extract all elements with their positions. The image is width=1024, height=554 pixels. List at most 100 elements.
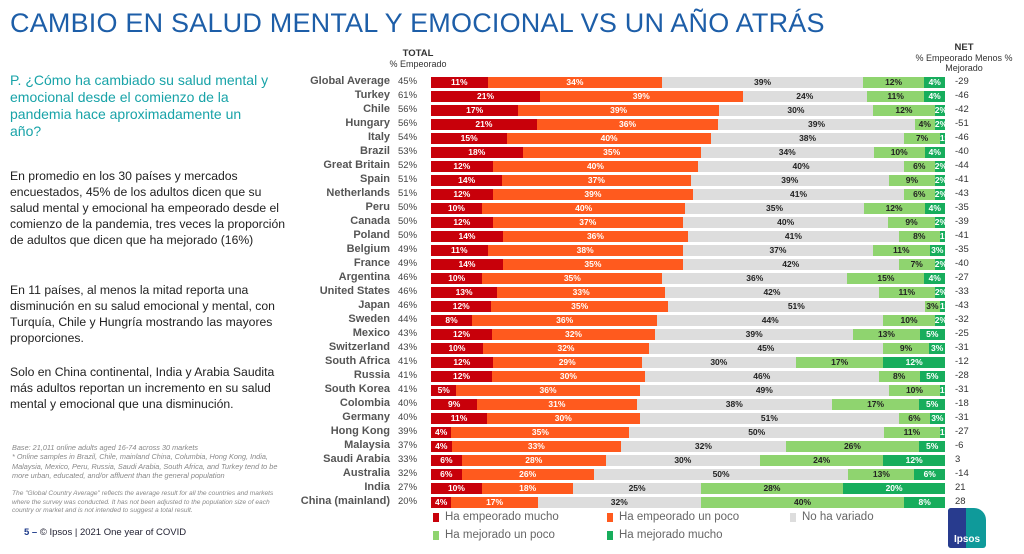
bar-segment-2: 24% [742, 91, 868, 102]
country-label: France [353, 257, 390, 269]
total-value: 20% [398, 496, 418, 507]
bar-segment-1: 28% [461, 455, 606, 466]
bar-segment-3: 12% [862, 77, 925, 88]
bar-segment-0: 11% [431, 77, 488, 88]
country-label: South Africa [325, 355, 390, 367]
bar-segment-3: 3% [924, 301, 940, 312]
bar-segment-0: 6% [431, 469, 462, 480]
bar-segment-1: 32% [492, 329, 655, 340]
bar-segment-3: 13% [848, 469, 915, 480]
bar-segment-4: 2% [934, 161, 945, 172]
total-header-label: TOTAL [402, 48, 434, 59]
bar-segment-3: 10% [883, 315, 935, 326]
bar-segment-0: 9% [431, 399, 478, 410]
bar-segment-2: 30% [718, 105, 874, 116]
bar-segment-1: 17% [451, 497, 538, 508]
country-label: Malaysia [344, 439, 390, 451]
total-header: TOTAL % Empeorado [388, 48, 448, 70]
bar-segment-0: 14% [431, 259, 503, 270]
net-value: -31 [955, 342, 969, 353]
bar-segment-0: 11% [431, 245, 488, 256]
bar-segment-0: 15% [431, 133, 508, 144]
bar-segment-1: 37% [492, 217, 683, 228]
bar-segment-0: 5% [431, 385, 457, 396]
bar-segment-1: 35% [522, 147, 701, 158]
bar-segment-3: 10% [889, 385, 940, 396]
bar-segment-3: 28% [700, 483, 844, 494]
legend-item-4: Ha mejorado mucho [607, 529, 723, 541]
net-value: -42 [955, 104, 969, 115]
bar-segment-2: 30% [641, 357, 796, 368]
bar-segment-1: 40% [492, 161, 699, 172]
bar-segment-4: 2% [934, 259, 945, 270]
legend-item-0: Ha empeorado mucho [433, 511, 559, 523]
total-value: 51% [398, 188, 418, 199]
bar-segment-2: 50% [593, 469, 849, 480]
net-value: -29 [955, 76, 969, 87]
bar-segment-4: 1% [939, 231, 945, 242]
country-label: Global Average [310, 75, 390, 87]
paragraph-3: Solo en China continental, India y Arabi… [10, 365, 275, 411]
bar-segment-3: 24% [759, 455, 884, 466]
bar-segment-3: 40% [700, 497, 905, 508]
total-value: 43% [398, 342, 418, 353]
bar-segment-3: 17% [795, 357, 884, 368]
bar-segment-3: 9% [889, 175, 935, 186]
country-label: Brazil [360, 145, 390, 157]
total-value: 51% [398, 174, 418, 185]
net-value: -44 [955, 160, 969, 171]
net-value: -6 [955, 440, 964, 451]
bar-segment-4: 2% [934, 105, 945, 116]
legend-swatch [433, 530, 439, 540]
total-value: 52% [398, 160, 418, 171]
footnote-online: * Online samples in Brazil, Chile, mainl… [12, 452, 278, 480]
bar-segment-0: 14% [431, 231, 503, 242]
bar-segment-4: 5% [919, 441, 945, 452]
bar-segment-4: 5% [919, 371, 945, 382]
bar-segment-4: 1% [939, 133, 945, 144]
bar-segment-2: 41% [688, 231, 899, 242]
total-value: 44% [398, 314, 418, 325]
bar-segment-3: 7% [904, 133, 940, 144]
country-label: Argentina [338, 271, 390, 283]
total-value: 41% [398, 370, 418, 381]
bar-segment-3: 11% [883, 427, 940, 438]
bar-segment-2: 51% [639, 413, 900, 424]
total-value: 54% [398, 132, 418, 143]
ipsos-logo: Ipsos [948, 508, 986, 548]
bar-segment-0: 12% [431, 357, 493, 368]
bar-segment-2: 42% [665, 287, 879, 298]
bar-segment-0: 11% [431, 413, 487, 424]
total-value: 46% [398, 286, 418, 297]
net-value: -27 [955, 272, 969, 283]
country-label: United States [319, 285, 390, 297]
bar-segment-4: 1% [939, 301, 945, 312]
bar-segment-0: 8% [431, 315, 473, 326]
country-label: Netherlands [326, 187, 390, 199]
net-subheader: % Empeorado Menos % Mejorado [915, 53, 1013, 73]
bar-segment-4: 4% [924, 91, 945, 102]
bar-segment-4: 3% [929, 245, 945, 256]
total-value: 49% [398, 244, 418, 255]
bar-segment-2: 36% [662, 273, 848, 284]
country-label: Sweden [348, 313, 390, 325]
bar-segment-1: 36% [456, 385, 640, 396]
bar-segment-4: 6% [914, 469, 945, 480]
bar-segment-1: 29% [492, 357, 642, 368]
bar-segment-1: 34% [487, 77, 663, 88]
legend-label: Ha mejorado mucho [619, 529, 723, 541]
bar-segment-0: 12% [431, 189, 493, 200]
legend-swatch [607, 512, 613, 522]
bar-segment-3: 4% [914, 119, 935, 130]
total-value: 32% [398, 468, 418, 479]
bar-segment-2: 39% [654, 329, 854, 340]
bar-segment-2: 45% [649, 343, 883, 354]
legend-swatch [607, 530, 613, 540]
page-number: 5 – [24, 527, 38, 538]
bar-segment-3: 6% [903, 161, 935, 172]
net-value: -40 [955, 258, 969, 269]
bar-segment-1: 35% [502, 259, 683, 270]
country-label: Canada [350, 215, 390, 227]
bar-segment-1: 36% [472, 315, 658, 326]
